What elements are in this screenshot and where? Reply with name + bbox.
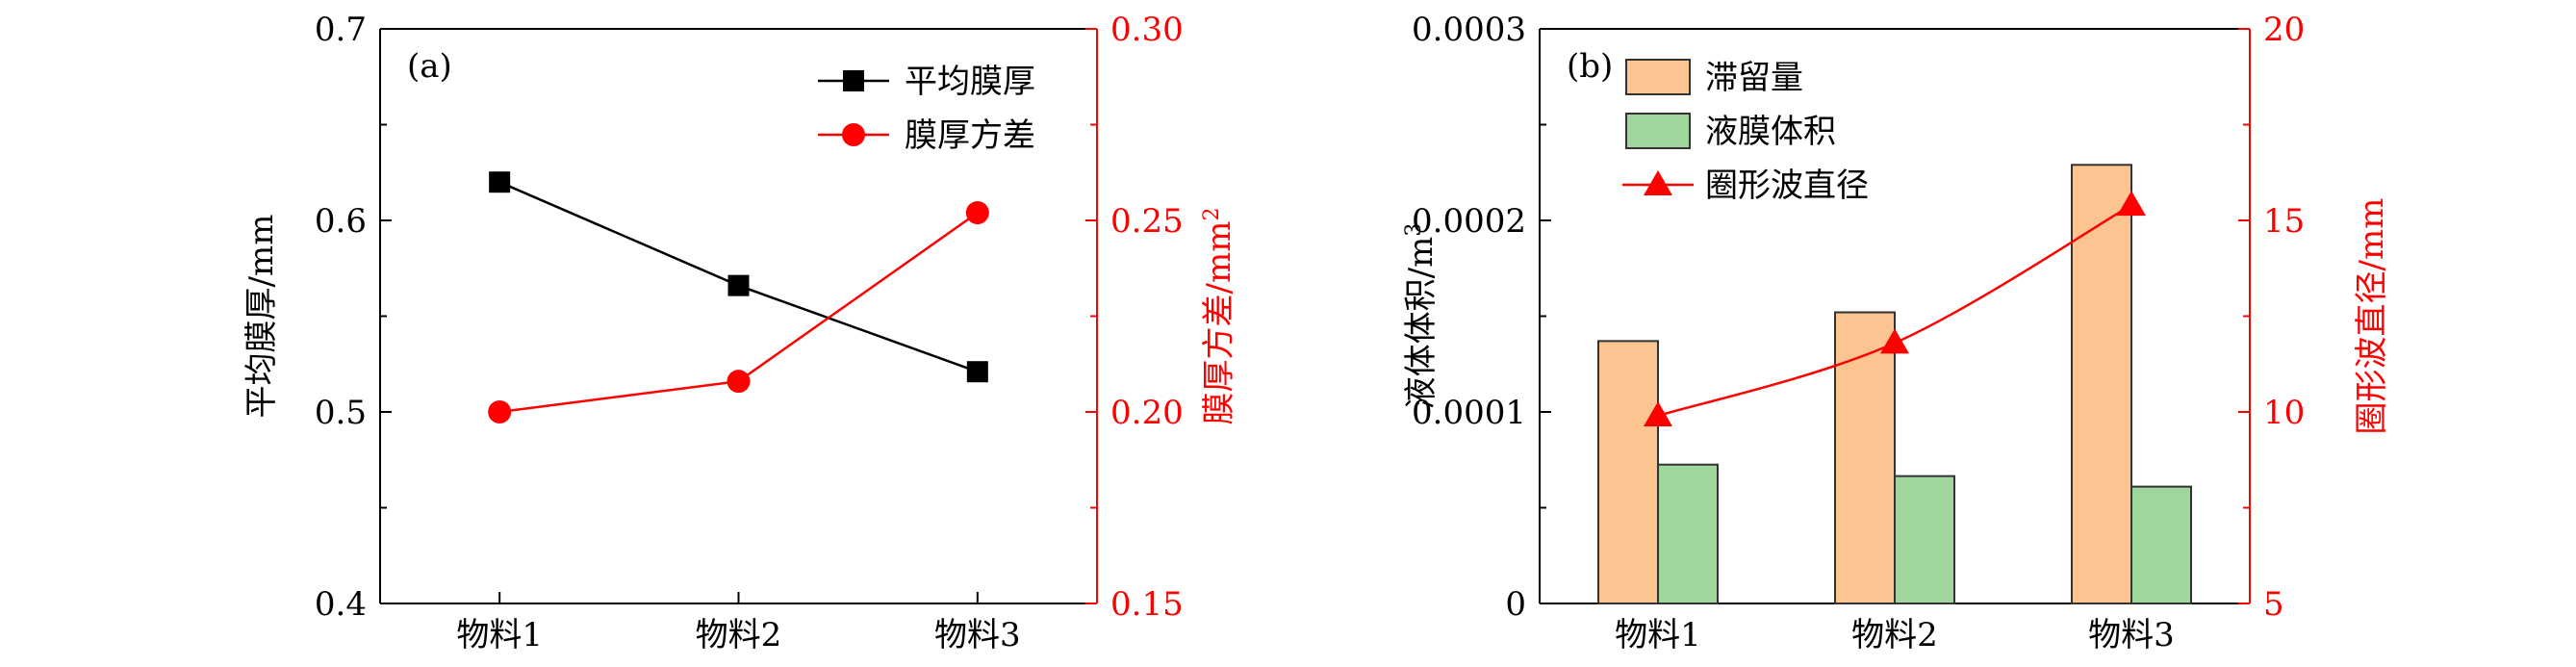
y-right-tick-label: 0.25 xyxy=(1110,202,1184,241)
y-left-axis-title: 平均膜厚/mm xyxy=(242,215,281,419)
x-tick-label: 物料3 xyxy=(2088,616,2175,654)
y-left-tick-label: 0.0003 xyxy=(1412,11,1526,49)
bar xyxy=(2130,485,2192,604)
y-right-tick-label: 0.30 xyxy=(1110,11,1184,49)
data-point xyxy=(727,370,751,394)
y-left-tick-label: 0.4 xyxy=(315,585,367,624)
y-left-tick-label: 0.6 xyxy=(315,202,367,241)
y-left-tick-label: 0.7 xyxy=(315,11,367,49)
panel-label: (a) xyxy=(407,47,452,86)
y-right-tick-label: 20 xyxy=(2263,11,2305,49)
data-point xyxy=(727,274,750,296)
legend-marker xyxy=(843,70,864,91)
data-point xyxy=(965,201,989,225)
legend-label: 膜厚方差 xyxy=(905,116,1035,155)
y-right-tick-label: 0.20 xyxy=(1110,394,1184,432)
y-right-axis-title: 膜厚方差/mm2 xyxy=(1200,208,1239,425)
y-left-tick-label: 0.5 xyxy=(315,394,367,432)
legend-marker xyxy=(842,123,865,146)
legend-swatch xyxy=(1625,113,1691,149)
y-left-tick-label: 0 xyxy=(1505,585,1526,624)
data-point xyxy=(966,361,988,383)
x-tick-label: 物料2 xyxy=(696,616,782,654)
bar xyxy=(1834,311,1896,604)
data-point xyxy=(1644,400,1672,426)
data-point xyxy=(2117,191,2146,217)
data-point xyxy=(1880,328,1909,354)
chart-panel-a: 0.4 0.5 0.6 0.7 0.15 0.20 0.25 0.30 物料1 物料2 物料3 平均膜… xyxy=(242,11,1238,654)
data-point xyxy=(489,171,511,193)
y-left-tick-label: 0.0001 xyxy=(1412,394,1526,432)
x-tick-label: 物料1 xyxy=(456,616,543,654)
bar xyxy=(2071,164,2132,604)
y-left-axis-title: 液体体积/m3 xyxy=(1402,223,1441,410)
y-left-tick-label: 0.0002 xyxy=(1412,202,1526,241)
y-right-tick-label: 5 xyxy=(2263,585,2284,624)
legend-marker xyxy=(1644,170,1672,195)
legend-label: 圈形波直径 xyxy=(1705,167,1869,205)
panel-label: (b) xyxy=(1567,47,1613,86)
y-right-tick-label: 0.15 xyxy=(1110,585,1184,624)
legend-label: 平均膜厚 xyxy=(905,63,1035,101)
x-tick-label: 物料3 xyxy=(934,616,1021,654)
bar xyxy=(1597,340,1659,604)
chart-panel-b: 0 0.0001 0.0002 0.0003 5 10 15 20 物料1 物料2 物料3 液体体积/… xyxy=(1402,11,2392,654)
legend-label: 滞留量 xyxy=(1705,59,1803,97)
data-point xyxy=(488,400,512,423)
x-tick-label: 物料1 xyxy=(1615,616,1701,654)
legend-label: 液膜体积 xyxy=(1705,113,1836,151)
y-right-tick-label: 15 xyxy=(2263,202,2305,241)
bar xyxy=(1657,463,1719,604)
x-tick-label: 物料2 xyxy=(1851,616,1938,654)
bar xyxy=(1894,475,1955,605)
y-right-tick-label: 10 xyxy=(2263,394,2305,432)
y-right-axis-title: 圈形波直径/mm xyxy=(2353,198,2391,435)
legend-swatch xyxy=(1625,59,1691,95)
